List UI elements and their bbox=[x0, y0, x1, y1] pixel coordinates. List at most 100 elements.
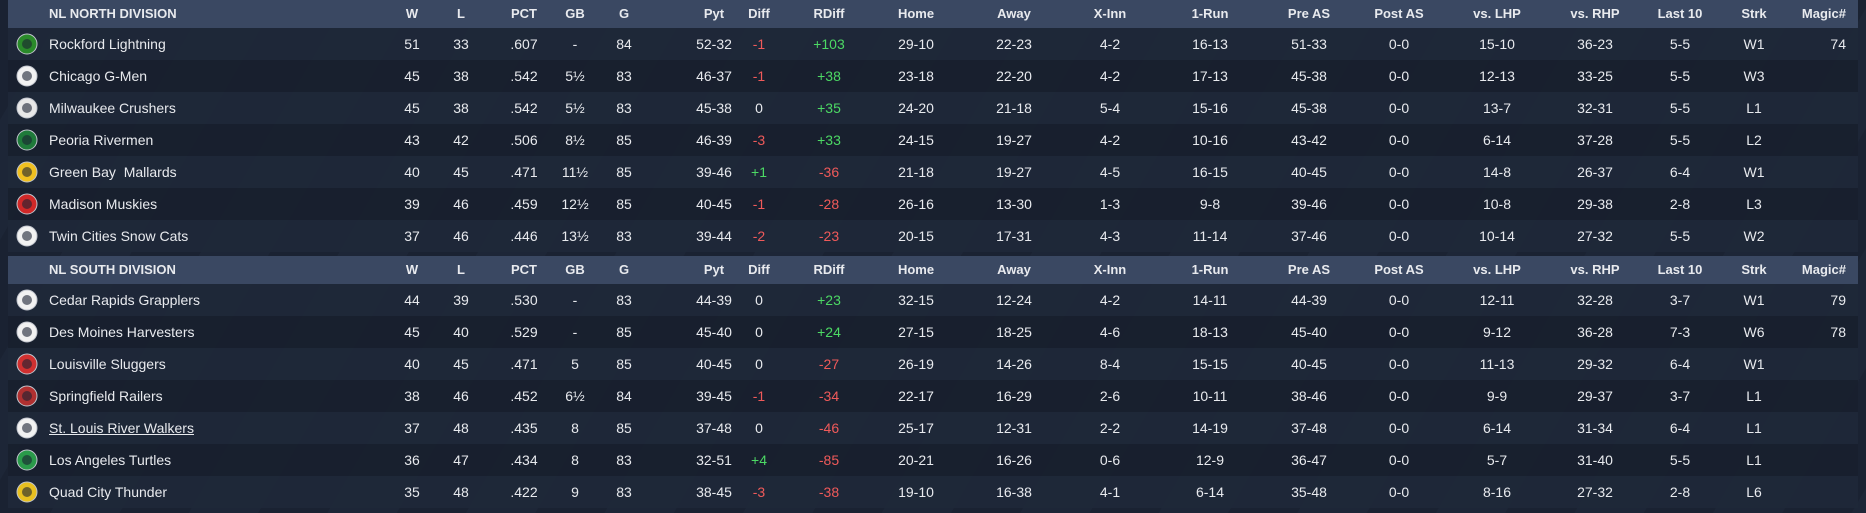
column-header[interactable]: PCT bbox=[511, 6, 537, 21]
team-name[interactable]: Rockford Lightning bbox=[49, 36, 166, 52]
stat-cell: 19-10 bbox=[898, 484, 934, 500]
team-name[interactable]: St. Louis River Walkers bbox=[49, 420, 194, 436]
stat-cell: 22-23 bbox=[996, 36, 1032, 52]
column-header[interactable]: PCT bbox=[511, 262, 537, 277]
stat-cell: 45-38 bbox=[1291, 68, 1327, 84]
column-header[interactable]: vs. LHP bbox=[1473, 262, 1521, 277]
stat-cell: .422 bbox=[510, 484, 538, 500]
stat-cell: +38 bbox=[817, 68, 841, 84]
column-header[interactable]: Diff bbox=[748, 262, 770, 277]
column-header[interactable]: Diff bbox=[748, 6, 770, 21]
column-header[interactable]: W bbox=[405, 6, 419, 21]
column-header[interactable]: Away bbox=[997, 262, 1031, 277]
stat-cell: 5-5 bbox=[1669, 36, 1691, 52]
stat-cell: 16-26 bbox=[996, 452, 1032, 468]
stat-cell: 12-9 bbox=[1195, 452, 1225, 468]
column-header[interactable]: G bbox=[618, 262, 630, 277]
column-header[interactable]: RDiff bbox=[813, 262, 845, 277]
stat-cell: 85 bbox=[616, 164, 632, 180]
stat-cell: 83 bbox=[616, 484, 632, 500]
column-header[interactable]: Post AS bbox=[1374, 262, 1424, 277]
stat-cell: -27 bbox=[818, 356, 840, 372]
team-name[interactable]: Los Angeles Turtles bbox=[49, 452, 172, 468]
stat-cell: 48 bbox=[453, 484, 469, 500]
stat-cell: 36-47 bbox=[1291, 452, 1327, 468]
team-name[interactable]: Twin Cities Snow Cats bbox=[49, 228, 189, 244]
team-name[interactable]: Louisville Sluggers bbox=[49, 356, 166, 372]
stat-cell: 38 bbox=[404, 388, 420, 404]
stat-cell: 5-4 bbox=[1099, 100, 1121, 116]
column-header[interactable]: Strk bbox=[1741, 6, 1767, 21]
column-header[interactable]: Pyt bbox=[703, 262, 725, 277]
column-header[interactable]: X-Inn bbox=[1093, 6, 1127, 21]
column-header[interactable]: vs. RHP bbox=[1570, 6, 1620, 21]
column-header[interactable]: 1-Run bbox=[1191, 262, 1229, 277]
stat-cell: +23 bbox=[817, 292, 841, 308]
column-header[interactable]: L bbox=[457, 262, 465, 277]
column-header[interactable]: Last 10 bbox=[1657, 262, 1703, 277]
column-header[interactable]: Home bbox=[897, 262, 935, 277]
stat-cell: .506 bbox=[510, 132, 538, 148]
stat-cell: 10-8 bbox=[1482, 196, 1512, 212]
column-header[interactable]: L bbox=[457, 6, 465, 21]
stat-cell: .446 bbox=[510, 228, 538, 244]
column-header[interactable]: Home bbox=[897, 6, 935, 21]
stat-cell: 8-16 bbox=[1482, 484, 1512, 500]
stat-cell: 39-45 bbox=[696, 388, 732, 404]
column-header[interactable]: Pre AS bbox=[1287, 6, 1331, 21]
column-header[interactable]: Away bbox=[997, 6, 1031, 21]
stat-cell: 14-19 bbox=[1192, 420, 1228, 436]
column-header[interactable]: Magic# bbox=[1801, 6, 1846, 21]
stat-cell: -46 bbox=[818, 420, 840, 436]
team-name[interactable]: Green Bay Mallards bbox=[49, 164, 177, 180]
stat-cell: 6-14 bbox=[1482, 420, 1512, 436]
column-header[interactable]: RDiff bbox=[813, 6, 845, 21]
stat-cell: 85 bbox=[616, 132, 632, 148]
column-header[interactable]: W bbox=[405, 262, 419, 277]
team-name[interactable]: Peoria Rivermen bbox=[49, 132, 154, 148]
column-header[interactable]: Post AS bbox=[1374, 6, 1424, 21]
column-header[interactable]: Strk bbox=[1741, 262, 1767, 277]
stat-cell: 45-38 bbox=[1291, 100, 1327, 116]
team-row: Springfield Railers 38 46 .452 6½ 84 39-45 -1 -3… bbox=[8, 380, 1858, 412]
column-header[interactable]: Last 10 bbox=[1657, 6, 1703, 21]
stat-cell: L1 bbox=[1746, 388, 1762, 404]
stat-cell: 5-7 bbox=[1486, 452, 1508, 468]
stat-cell: 83 bbox=[616, 228, 632, 244]
column-header[interactable]: vs. RHP bbox=[1570, 262, 1620, 277]
team-row: Rockford Lightning 51 33 .607 - 84 52-32 -1 +103… bbox=[8, 28, 1858, 60]
stat-cell: 26-19 bbox=[898, 356, 934, 372]
team-name[interactable]: Milwaukee Crushers bbox=[49, 100, 176, 116]
team-row: Milwaukee Crushers 45 38 .542 5½ 83 45-38 0 +35 2… bbox=[8, 92, 1858, 124]
team-name[interactable]: Quad City Thunder bbox=[49, 484, 168, 500]
stat-cell: 8 bbox=[571, 452, 579, 468]
column-header[interactable]: GB bbox=[565, 6, 585, 21]
column-header[interactable]: GB bbox=[565, 262, 585, 277]
team-name[interactable]: Madison Muskies bbox=[49, 196, 158, 212]
column-header[interactable]: Pyt bbox=[703, 6, 725, 21]
team-name[interactable]: Des Moines Harvesters bbox=[49, 324, 195, 340]
stat-cell: 37 bbox=[404, 228, 420, 244]
column-header[interactable]: vs. LHP bbox=[1473, 6, 1521, 21]
team-row: Des Moines Harvesters 45 40 .529 - 85 45-40 0 +2… bbox=[8, 316, 1858, 348]
column-header[interactable]: G bbox=[618, 6, 630, 21]
stat-cell: .529 bbox=[510, 324, 538, 340]
stat-cell: 46 bbox=[453, 388, 469, 404]
stat-cell: 29-32 bbox=[1577, 356, 1613, 372]
team-name[interactable]: Cedar Rapids Grapplers bbox=[49, 292, 200, 308]
column-header[interactable]: Magic# bbox=[1801, 262, 1846, 277]
stat-cell: 45-40 bbox=[696, 324, 732, 340]
stat-cell: 5-5 bbox=[1669, 452, 1691, 468]
team-name[interactable]: Chicago G-Men bbox=[49, 68, 148, 84]
stat-cell: 38-46 bbox=[1291, 388, 1327, 404]
column-header[interactable]: Pre AS bbox=[1287, 262, 1331, 277]
column-header[interactable]: X-Inn bbox=[1093, 262, 1127, 277]
team-name[interactable]: Springfield Railers bbox=[49, 388, 163, 404]
stat-cell: 45 bbox=[453, 356, 469, 372]
column-header[interactable]: 1-Run bbox=[1191, 6, 1229, 21]
stat-cell: 9-9 bbox=[1486, 388, 1508, 404]
stat-cell: 4-3 bbox=[1099, 228, 1121, 244]
team-row: Louisville Sluggers 40 45 .471 5 85 40-45 0 -27 2… bbox=[8, 348, 1858, 380]
stat-cell: -34 bbox=[818, 388, 840, 404]
stat-cell: 32-31 bbox=[1577, 100, 1613, 116]
